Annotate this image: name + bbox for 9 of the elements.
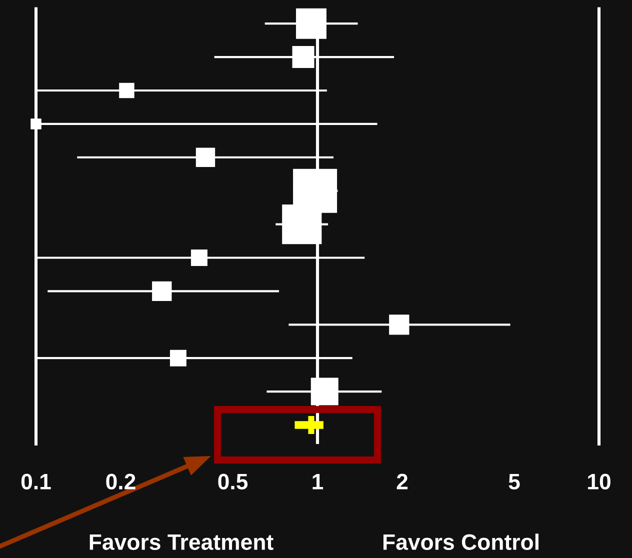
x-tick-label: 2 [396, 474, 408, 490]
x-tick-label: 1 [312, 474, 324, 490]
text: Favors Control [383, 534, 538, 550]
x-tick-label: 0.1 [21, 474, 51, 490]
x-tick-label: 0.2 [106, 474, 136, 490]
text: Favors Treatment [90, 534, 274, 550]
x-tick-label: 5 [508, 474, 520, 490]
x-tick-label: 0.5 [218, 474, 248, 490]
x-tick-label: 10 [588, 474, 610, 490]
